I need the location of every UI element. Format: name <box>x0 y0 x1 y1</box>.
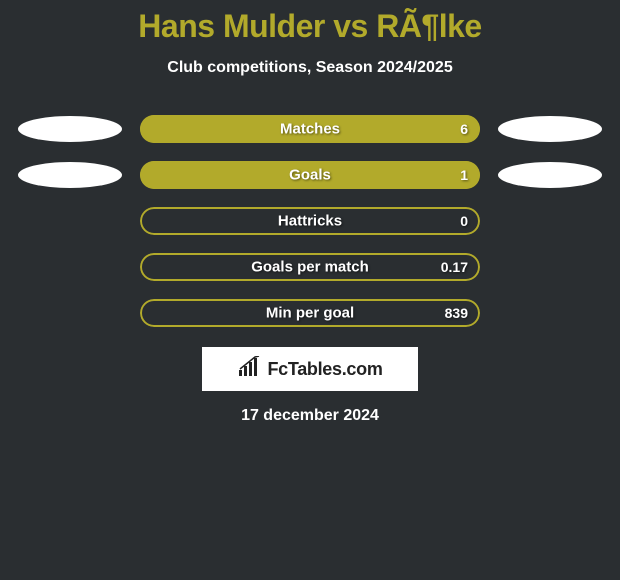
stat-row: Goals per match 0.17 <box>0 253 620 281</box>
subtitle: Club competitions, Season 2024/2025 <box>0 59 620 77</box>
left-marker <box>18 162 122 188</box>
fctables-logo[interactable]: FcTables.com <box>202 347 418 391</box>
stat-label: Min per goal <box>266 305 354 322</box>
right-marker <box>498 162 602 188</box>
date-label: 17 december 2024 <box>0 407 620 425</box>
right-marker <box>498 116 602 142</box>
logo-text: FcTables.com <box>267 359 382 380</box>
stat-label: Goals <box>289 167 331 184</box>
stat-bar: Goals 1 <box>140 161 480 189</box>
stat-bar: Matches 6 <box>140 115 480 143</box>
stat-value-right: 839 <box>445 305 468 321</box>
stat-value-right: 0.17 <box>441 259 468 275</box>
stat-label: Hattricks <box>278 213 342 230</box>
stat-row: Hattricks 0 <box>0 207 620 235</box>
stat-row: Min per goal 839 <box>0 299 620 327</box>
stat-bar: Min per goal 839 <box>140 299 480 327</box>
stat-label: Goals per match <box>251 259 369 276</box>
stat-value-right: 1 <box>460 167 468 183</box>
stat-value-right: 6 <box>460 121 468 137</box>
stat-row: Matches 6 <box>0 115 620 143</box>
comparison-widget: Hans Mulder vs RÃ¶lke Club competitions,… <box>0 0 620 425</box>
stat-row: Goals 1 <box>0 161 620 189</box>
stat-bar: Goals per match 0.17 <box>140 253 480 281</box>
stat-label: Matches <box>280 121 340 138</box>
stat-rows: Matches 6 Goals 1 Hattricks 0 Goals per match 0… <box>0 115 620 327</box>
page-title: Hans Mulder vs RÃ¶lke <box>0 8 620 45</box>
left-marker <box>18 116 122 142</box>
stat-bar: Hattricks 0 <box>140 207 480 235</box>
stat-value-right: 0 <box>460 213 468 229</box>
chart-icon <box>237 356 263 383</box>
